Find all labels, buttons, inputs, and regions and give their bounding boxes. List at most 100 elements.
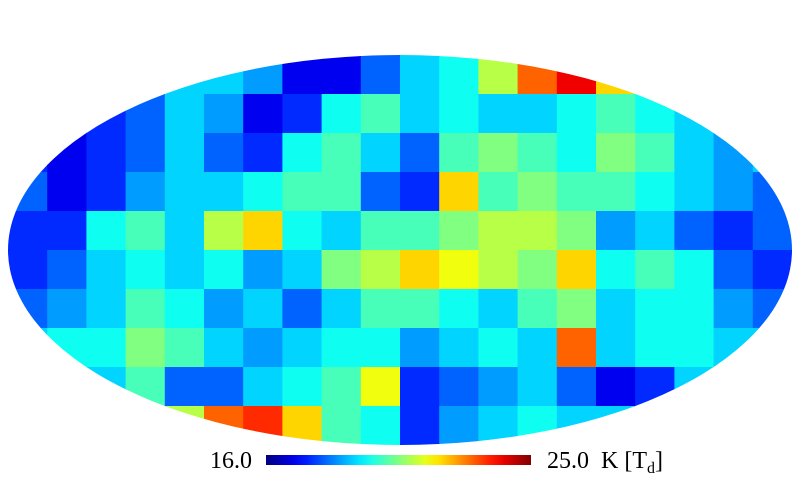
map-cell xyxy=(86,328,127,368)
map-cell xyxy=(360,55,401,95)
map-cell xyxy=(556,211,597,251)
map-cell xyxy=(556,250,597,290)
map-cell xyxy=(282,406,323,445)
map-cell xyxy=(439,406,479,445)
map-cell xyxy=(713,406,754,445)
map-cell xyxy=(752,367,792,407)
map-cell xyxy=(8,94,48,134)
map-cell xyxy=(556,133,597,173)
map-cell xyxy=(517,328,558,368)
map-cell xyxy=(204,211,244,251)
map-cell xyxy=(596,328,636,368)
map-cell xyxy=(556,328,597,368)
map-cell xyxy=(596,172,636,212)
colorbar-unit: K [T xyxy=(601,448,647,474)
map-cell xyxy=(713,289,754,329)
map-cell xyxy=(400,55,440,95)
map-cell xyxy=(674,328,715,368)
map-cell xyxy=(556,172,597,212)
map-cell xyxy=(321,133,362,173)
map-cell xyxy=(86,250,127,290)
map-cell xyxy=(125,133,166,173)
map-cell xyxy=(635,55,675,95)
map-cell xyxy=(204,367,244,407)
map-cell xyxy=(282,289,323,329)
map-cell xyxy=(321,94,362,134)
map-cell xyxy=(204,406,244,445)
tick-text: 25.0 xyxy=(547,448,589,474)
colorbar xyxy=(266,455,531,465)
map-cell xyxy=(596,406,636,445)
map-cell xyxy=(321,289,362,329)
map-cell xyxy=(204,55,244,95)
map-cell xyxy=(8,367,48,407)
map-cell xyxy=(635,94,675,134)
map-cell xyxy=(282,328,323,368)
map-cell xyxy=(86,211,127,251)
map-cell xyxy=(204,94,244,134)
map-cell xyxy=(556,406,597,445)
map-cell xyxy=(635,406,675,445)
map-cell xyxy=(635,289,675,329)
map-cell xyxy=(8,133,48,173)
map-cell xyxy=(674,289,715,329)
map-cell xyxy=(8,289,48,329)
map-cell xyxy=(164,289,205,329)
map-cell xyxy=(478,367,519,407)
map-cell xyxy=(164,406,205,445)
map-cell xyxy=(86,172,127,212)
map-cell xyxy=(243,133,283,173)
map-cell xyxy=(752,328,792,368)
map-cell xyxy=(596,250,636,290)
map-cell xyxy=(674,367,715,407)
map-cell xyxy=(321,328,362,368)
map-cell xyxy=(243,367,283,407)
map-cell xyxy=(164,55,205,95)
map-cell xyxy=(8,55,48,95)
map-cell xyxy=(752,94,792,134)
map-cell xyxy=(243,211,283,251)
map-cell xyxy=(596,133,636,173)
map-cell xyxy=(439,55,479,95)
map-cell xyxy=(125,406,166,445)
map-cell xyxy=(86,367,127,407)
map-cell xyxy=(125,94,166,134)
map-cell xyxy=(400,94,440,134)
map-cell xyxy=(282,133,323,173)
map-cell xyxy=(439,172,479,212)
map-cell xyxy=(478,55,519,95)
map-cell xyxy=(47,172,87,212)
map-cell xyxy=(400,172,440,212)
map-cell xyxy=(360,406,401,445)
map-cell xyxy=(752,289,792,329)
map-cell xyxy=(439,328,479,368)
map-cell xyxy=(47,367,87,407)
map-cell xyxy=(713,133,754,173)
map-cell xyxy=(360,94,401,134)
map-cell xyxy=(400,406,440,445)
map-cell xyxy=(752,406,792,445)
map-cell xyxy=(752,250,792,290)
map-cell xyxy=(243,406,283,445)
map-cell xyxy=(517,367,558,407)
map-cell xyxy=(635,250,675,290)
map-cell xyxy=(360,172,401,212)
map-cell xyxy=(596,94,636,134)
map-cell xyxy=(282,211,323,251)
map-cell xyxy=(321,367,362,407)
map-cell xyxy=(517,406,558,445)
map-cell xyxy=(556,94,597,134)
map-cell xyxy=(86,289,127,329)
map-cell xyxy=(596,289,636,329)
map-cell xyxy=(478,133,519,173)
map-cell xyxy=(125,328,166,368)
map-cell xyxy=(164,367,205,407)
map-cell xyxy=(674,55,715,95)
map-cell xyxy=(439,289,479,329)
map-cell xyxy=(517,289,558,329)
map-cell xyxy=(596,55,636,95)
map-cell xyxy=(8,406,48,445)
map-cell xyxy=(713,94,754,134)
map-cell xyxy=(282,367,323,407)
